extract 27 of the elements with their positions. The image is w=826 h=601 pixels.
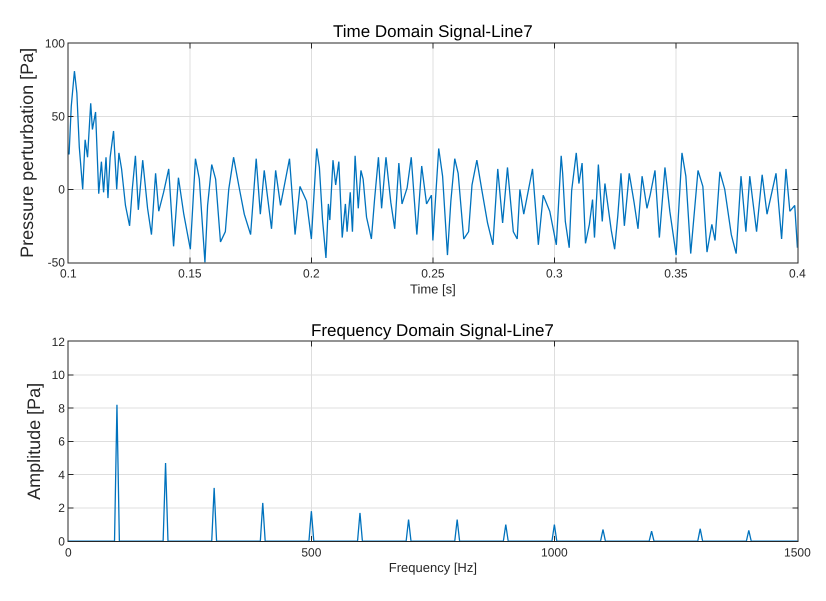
y-tick-label: 2 [58, 501, 66, 516]
y-tick-label: 10 [52, 368, 66, 382]
x-tick-label: 0.25 [421, 266, 445, 281]
y-tick-label: 50 [52, 110, 66, 124]
chart-title: Time Domain Signal-Line7 [333, 22, 533, 41]
y-axis-title: Pressure perturbation [Pa] [17, 48, 38, 258]
x-tick-label: 500 [301, 546, 322, 560]
x-tick-label: 0.15 [178, 266, 202, 281]
y-tick-label: 6 [58, 434, 66, 449]
line-series [68, 70, 798, 262]
x-axis-title: Time [s] [410, 281, 456, 296]
x-tick-label: 1000 [541, 546, 568, 560]
x-tick-label: 0.3 [546, 266, 564, 281]
y-tick-label: 8 [58, 401, 66, 416]
x-tick-label: 1500 [784, 546, 812, 560]
chart-title: Frequency Domain Signal-Line7 [311, 321, 554, 340]
x-tick-label: 0.2 [303, 266, 320, 281]
y-tick-label: 0 [58, 534, 66, 548]
line-series [68, 404, 798, 542]
x-tick-label: 0.4 [789, 266, 806, 281]
y-tick-label: 12 [52, 334, 66, 349]
x-tick-label: 0.35 [664, 266, 688, 281]
x-axis-title: Frequency [Hz] [388, 560, 477, 576]
y-tick-label: 4 [58, 468, 66, 482]
y-axis-title: Amplitude [Pa] [24, 382, 44, 500]
y-tick-label: 100 [44, 36, 66, 51]
y-tick-label: 0 [58, 182, 66, 197]
